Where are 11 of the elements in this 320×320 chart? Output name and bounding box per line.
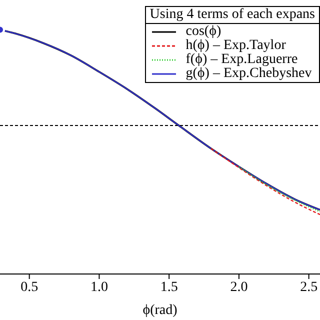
legend-title: Using 4 terms of each expans xyxy=(146,7,319,24)
x-tick-label: 1.0 xyxy=(90,280,108,295)
x-tick-label: 0.5 xyxy=(20,280,38,295)
legend-label: g(ϕ) – Exp.Chebyshev xyxy=(186,66,312,81)
x-axis-title: ϕ(rad) xyxy=(142,303,178,318)
x-tick-label: 2.5 xyxy=(300,280,318,295)
legend-label: cos(ϕ) xyxy=(186,24,222,39)
legend-label: h(ϕ) – Exp.Taylor xyxy=(186,38,286,53)
x-tick-label: 2.0 xyxy=(230,280,248,295)
x-tick-label: 1.5 xyxy=(160,280,178,295)
legend-label: f(ϕ) – Exp.Laguerre xyxy=(186,52,298,67)
